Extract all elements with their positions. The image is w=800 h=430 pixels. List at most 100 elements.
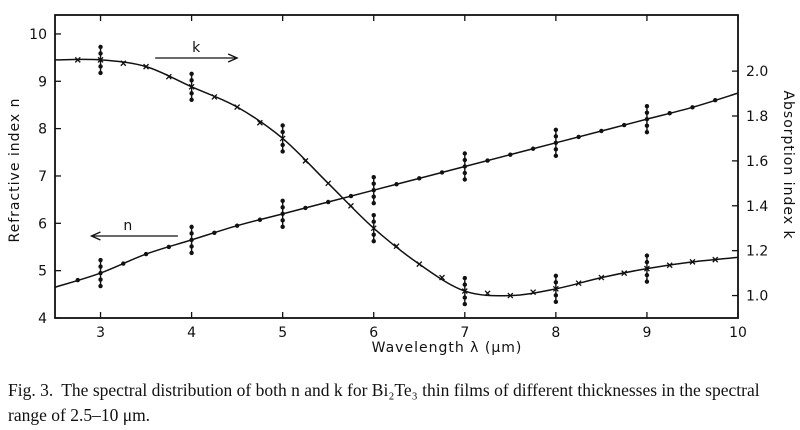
series-point-k [530, 289, 537, 296]
error-bar-point [189, 244, 194, 249]
series-point-n [485, 158, 490, 163]
error-bar-n [98, 257, 103, 289]
error-bar-n [189, 224, 194, 256]
x-marker-stroke [348, 202, 354, 209]
series-point-k [439, 274, 445, 281]
error-bar-point [553, 147, 559, 152]
series-point-n [621, 122, 627, 128]
error-bar-point [644, 279, 650, 284]
x-marker-stroke [143, 63, 150, 70]
error-bar-point [644, 123, 650, 128]
series-point-n [690, 105, 695, 110]
series-point-k [74, 56, 81, 63]
error-bar-point [98, 44, 103, 50]
error-bar-point [462, 295, 467, 300]
y-left-tick-label: 7 [38, 169, 47, 185]
series-point-n [394, 182, 399, 187]
series-line-n [54, 92, 739, 288]
y-right-tick-label: 1.6 [746, 154, 768, 170]
error-bar-point [98, 277, 103, 282]
annotation-arrow-head [89, 231, 101, 241]
series-point-n [166, 244, 172, 250]
series-point-n [257, 217, 263, 222]
series-point-n [234, 223, 240, 228]
y-left-ticks: 4 5 6 7 8 9 10 [29, 27, 61, 327]
error-bar-point [553, 273, 559, 279]
error-bar-n [644, 103, 650, 135]
series-group [54, 44, 739, 307]
x-marker-stroke [165, 73, 172, 80]
error-bar-point [189, 97, 194, 103]
y-left-tick-label: 6 [38, 216, 47, 232]
annotation-arrow-head [227, 53, 239, 63]
error-bar-point [280, 149, 285, 154]
error-bar-k [462, 275, 467, 307]
error-bar-n [553, 127, 559, 159]
y-left-tick-label: 5 [38, 264, 47, 280]
plot-frame [54, 14, 739, 319]
error-bar-n [462, 151, 467, 182]
error-bar-point [189, 78, 194, 83]
series-point-k [484, 290, 491, 297]
x-tick-label: 5 [278, 325, 287, 341]
plot-frame-group [54, 14, 739, 319]
series-point-k [211, 93, 218, 100]
error-bar-point [371, 181, 376, 186]
x-tick-label: 8 [551, 325, 560, 341]
error-bar-point [98, 257, 103, 263]
annotation-label: k [192, 40, 201, 56]
series-point-k [393, 243, 400, 250]
annotation-label: n [123, 218, 132, 234]
error-bar-point [280, 205, 285, 210]
error-bar-point [553, 293, 559, 298]
annotation-k: k [155, 40, 239, 63]
x-marker-stroke [507, 292, 514, 299]
series-point-k [234, 104, 241, 110]
error-bar-point [371, 174, 376, 180]
y-right-tick-label: 1.0 [746, 289, 768, 305]
y-left-tick-label: 10 [29, 27, 47, 43]
series-point-k [575, 280, 582, 287]
series-point-n [303, 205, 308, 211]
series-point-k [256, 119, 263, 126]
error-bar-point [280, 129, 285, 135]
annotation-n: n [89, 218, 178, 241]
y-left-tick-label: 8 [38, 122, 47, 138]
series-point-n [326, 199, 331, 205]
y-right-ticks: 1.0 1.2 1.4 1.6 1.8 2.0 [732, 64, 768, 305]
series-point-k [416, 261, 423, 268]
error-bar-point [280, 224, 285, 230]
x-marker-stroke [211, 93, 218, 100]
series-point-k [712, 256, 719, 263]
x-marker-stroke [689, 258, 696, 265]
y-right-tick-label: 1.8 [746, 109, 768, 125]
caption-text: The spectral distribution of both n and … [8, 380, 760, 425]
error-bar-point [462, 282, 467, 287]
series-point-k [689, 258, 696, 265]
error-bar-point [371, 200, 376, 206]
error-bar-k [553, 273, 559, 305]
x-marker-stroke [598, 274, 605, 281]
x-marker-stroke [439, 274, 445, 281]
error-bar-point [644, 259, 650, 265]
caption-label: Fig. 3. [8, 380, 54, 400]
error-bar-point [371, 194, 376, 199]
error-bar-point [189, 71, 194, 77]
series-point-n [348, 193, 354, 199]
y-right-tick-label: 1.2 [746, 244, 768, 260]
x-tick-label: 3 [96, 325, 105, 341]
annotation-group: kn [89, 40, 239, 241]
error-bar-point [189, 231, 194, 236]
error-bar-point [371, 239, 376, 244]
error-bar-point [644, 129, 650, 135]
error-bar-n [280, 198, 285, 230]
error-bar-point [98, 283, 103, 289]
error-bar-point [644, 103, 650, 109]
y-left-tick-label: 9 [38, 74, 47, 90]
error-bar-k [644, 253, 650, 284]
error-bar-point [98, 70, 103, 76]
error-bar-point [553, 280, 559, 285]
series-point-k [325, 180, 332, 187]
series-point-k [598, 274, 605, 281]
y-left-axis-title: Refractive index n [7, 97, 23, 242]
